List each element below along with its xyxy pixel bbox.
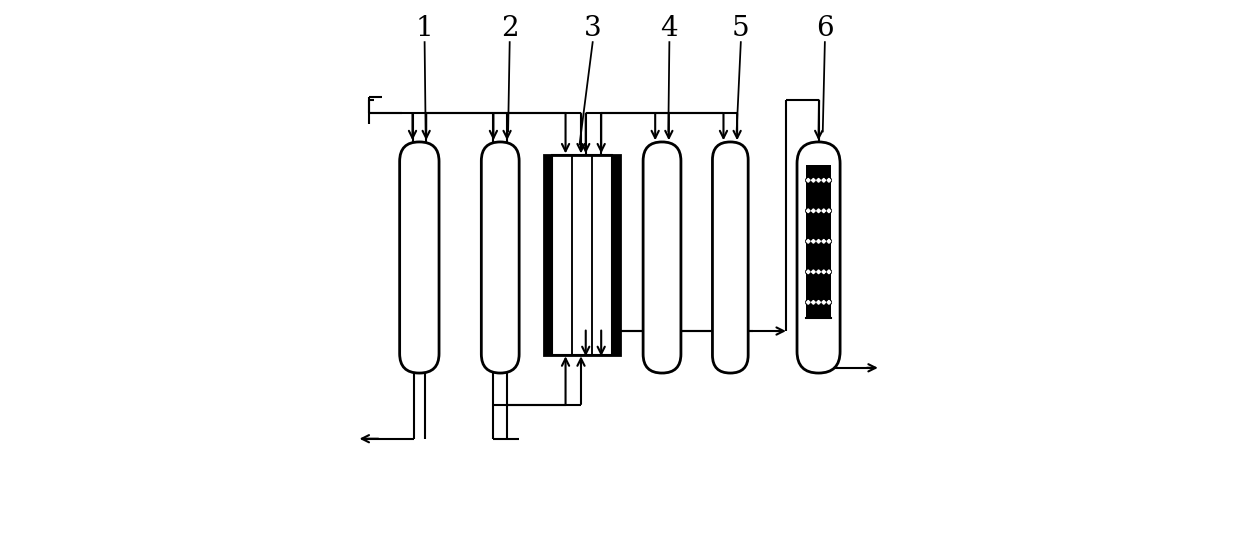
Circle shape	[816, 209, 821, 213]
Bar	[806, 165, 832, 318]
Circle shape	[806, 270, 811, 274]
Bar	[553, 155, 611, 355]
Circle shape	[811, 239, 816, 244]
Circle shape	[811, 300, 816, 305]
Circle shape	[811, 209, 816, 213]
Bar	[544, 155, 553, 355]
Circle shape	[826, 178, 831, 183]
Circle shape	[811, 178, 816, 183]
Circle shape	[816, 178, 821, 183]
Circle shape	[821, 178, 826, 183]
FancyBboxPatch shape	[644, 142, 681, 373]
Circle shape	[821, 300, 826, 305]
Circle shape	[816, 239, 821, 244]
Text: 4: 4	[661, 16, 678, 42]
Circle shape	[821, 209, 826, 213]
Bar	[611, 155, 620, 355]
Circle shape	[806, 300, 811, 305]
Circle shape	[821, 239, 826, 244]
Circle shape	[806, 209, 811, 213]
Text: 1: 1	[415, 16, 434, 42]
Text: 6: 6	[816, 16, 833, 42]
Circle shape	[826, 239, 831, 244]
Circle shape	[816, 300, 821, 305]
Circle shape	[826, 270, 831, 274]
Circle shape	[811, 270, 816, 274]
Circle shape	[806, 239, 811, 244]
Circle shape	[826, 300, 831, 305]
Text: 2: 2	[501, 16, 518, 42]
Circle shape	[806, 178, 811, 183]
Text: 3: 3	[584, 16, 601, 42]
Circle shape	[821, 270, 826, 274]
Text: 5: 5	[732, 16, 750, 42]
Bar	[544, 155, 620, 355]
FancyBboxPatch shape	[481, 142, 520, 373]
Circle shape	[826, 209, 831, 213]
FancyBboxPatch shape	[797, 142, 839, 373]
FancyBboxPatch shape	[399, 142, 439, 373]
Circle shape	[816, 270, 821, 274]
FancyBboxPatch shape	[713, 142, 748, 373]
